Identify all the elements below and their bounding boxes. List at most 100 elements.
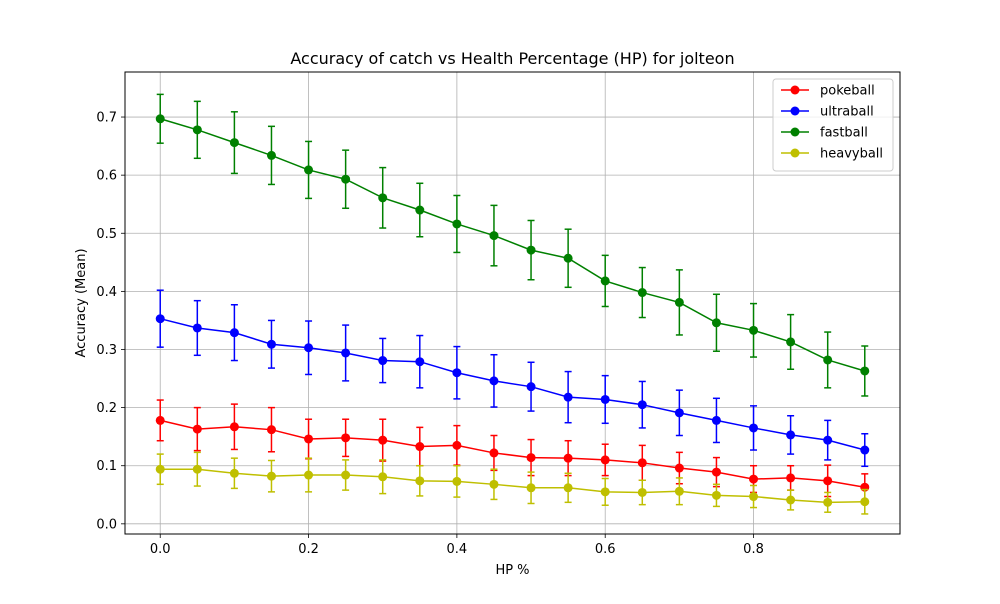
data-point bbox=[674, 486, 684, 496]
data-point bbox=[229, 138, 239, 148]
data-point bbox=[452, 476, 462, 486]
data-point bbox=[749, 423, 759, 433]
y-axis-label: Accuracy (Mean) bbox=[74, 248, 89, 357]
series-line bbox=[160, 419, 865, 488]
data-point bbox=[637, 487, 647, 497]
data-point bbox=[674, 297, 684, 307]
data-point bbox=[155, 464, 165, 474]
x-tick-label: 0.0 bbox=[150, 542, 171, 557]
data-point bbox=[415, 476, 425, 486]
data-point bbox=[341, 433, 351, 443]
data-point bbox=[192, 424, 202, 434]
data-point bbox=[266, 425, 276, 435]
data-point bbox=[526, 453, 536, 463]
legend-label: fastball bbox=[820, 126, 868, 141]
data-point bbox=[229, 328, 239, 338]
y-tick-label: 0.3 bbox=[96, 343, 117, 358]
data-point bbox=[192, 125, 202, 135]
x-tick-label: 0.8 bbox=[743, 542, 764, 557]
data-point bbox=[489, 448, 499, 458]
data-point bbox=[415, 442, 425, 452]
data-point bbox=[526, 382, 536, 392]
legend-item-pokeball: pokeball bbox=[781, 84, 875, 99]
data-point bbox=[452, 219, 462, 229]
data-point bbox=[415, 205, 425, 215]
series-heavyball bbox=[155, 451, 870, 515]
data-point bbox=[526, 245, 536, 255]
x-axis-label: HP % bbox=[495, 563, 529, 578]
data-point bbox=[637, 400, 647, 410]
data-point bbox=[563, 453, 573, 463]
data-point bbox=[304, 165, 314, 175]
data-point bbox=[304, 470, 314, 480]
y-tick-label: 0.0 bbox=[96, 517, 117, 532]
data-point bbox=[711, 318, 721, 328]
data-point bbox=[711, 490, 721, 500]
data-point bbox=[711, 415, 721, 425]
y-tick-label: 0.4 bbox=[96, 285, 117, 300]
legend-marker bbox=[790, 85, 800, 95]
data-point bbox=[304, 343, 314, 353]
data-point bbox=[823, 476, 833, 486]
data-point bbox=[304, 434, 314, 444]
data-point bbox=[378, 472, 388, 482]
data-point bbox=[266, 339, 276, 349]
data-point bbox=[489, 479, 499, 489]
data-point bbox=[415, 357, 425, 367]
data-point bbox=[192, 464, 202, 474]
data-point bbox=[786, 495, 796, 505]
data-point bbox=[563, 483, 573, 493]
data-point bbox=[526, 483, 536, 493]
data-point bbox=[600, 487, 610, 497]
data-point bbox=[378, 193, 388, 203]
series-line bbox=[160, 118, 865, 372]
legend-item-ultraball: ultraball bbox=[781, 105, 874, 120]
data-point bbox=[563, 392, 573, 402]
data-point bbox=[749, 492, 759, 502]
legend-marker bbox=[790, 106, 800, 116]
data-point bbox=[266, 471, 276, 481]
data-point bbox=[489, 376, 499, 386]
data-point bbox=[341, 174, 351, 184]
data-point bbox=[600, 455, 610, 465]
data-point bbox=[192, 323, 202, 333]
data-point bbox=[674, 408, 684, 418]
data-point bbox=[674, 463, 684, 473]
x-tick-label: 0.2 bbox=[298, 542, 319, 557]
legend-label: ultraball bbox=[820, 105, 874, 120]
legend-items: pokeball ultraball fastball heavyball bbox=[781, 84, 883, 162]
y-tick-label: 0.1 bbox=[96, 459, 117, 474]
data-point bbox=[749, 474, 759, 484]
data-point bbox=[378, 356, 388, 366]
x-tick-label: 0.6 bbox=[595, 542, 616, 557]
legend-item-fastball: fastball bbox=[781, 126, 868, 141]
data-point bbox=[637, 288, 647, 298]
data-point bbox=[786, 430, 796, 440]
data-point bbox=[749, 325, 759, 335]
series-ultraball bbox=[155, 289, 870, 468]
series-line bbox=[160, 317, 865, 451]
data-point bbox=[266, 150, 276, 160]
data-point bbox=[823, 355, 833, 365]
data-point bbox=[229, 468, 239, 478]
data-point bbox=[860, 366, 870, 376]
y-tick-label: 0.5 bbox=[96, 227, 117, 242]
series-pokeball bbox=[155, 399, 870, 502]
data-point bbox=[563, 253, 573, 263]
legend: pokeball ultraball fastball heavyball bbox=[772, 78, 894, 172]
data-point bbox=[786, 473, 796, 483]
legend-frame bbox=[772, 78, 894, 172]
data-point bbox=[600, 276, 610, 286]
data-point bbox=[637, 458, 647, 468]
chart-title: Accuracy of catch vs Health Percentage (… bbox=[290, 49, 734, 68]
legend-marker bbox=[790, 127, 800, 137]
x-tick-label: 0.4 bbox=[447, 542, 468, 557]
data-point bbox=[341, 470, 351, 480]
series-layer bbox=[155, 93, 870, 515]
legend-label: heavyball bbox=[820, 147, 883, 162]
legend-label: pokeball bbox=[820, 84, 875, 99]
plot-frame bbox=[124, 71, 901, 535]
data-point bbox=[155, 114, 165, 124]
